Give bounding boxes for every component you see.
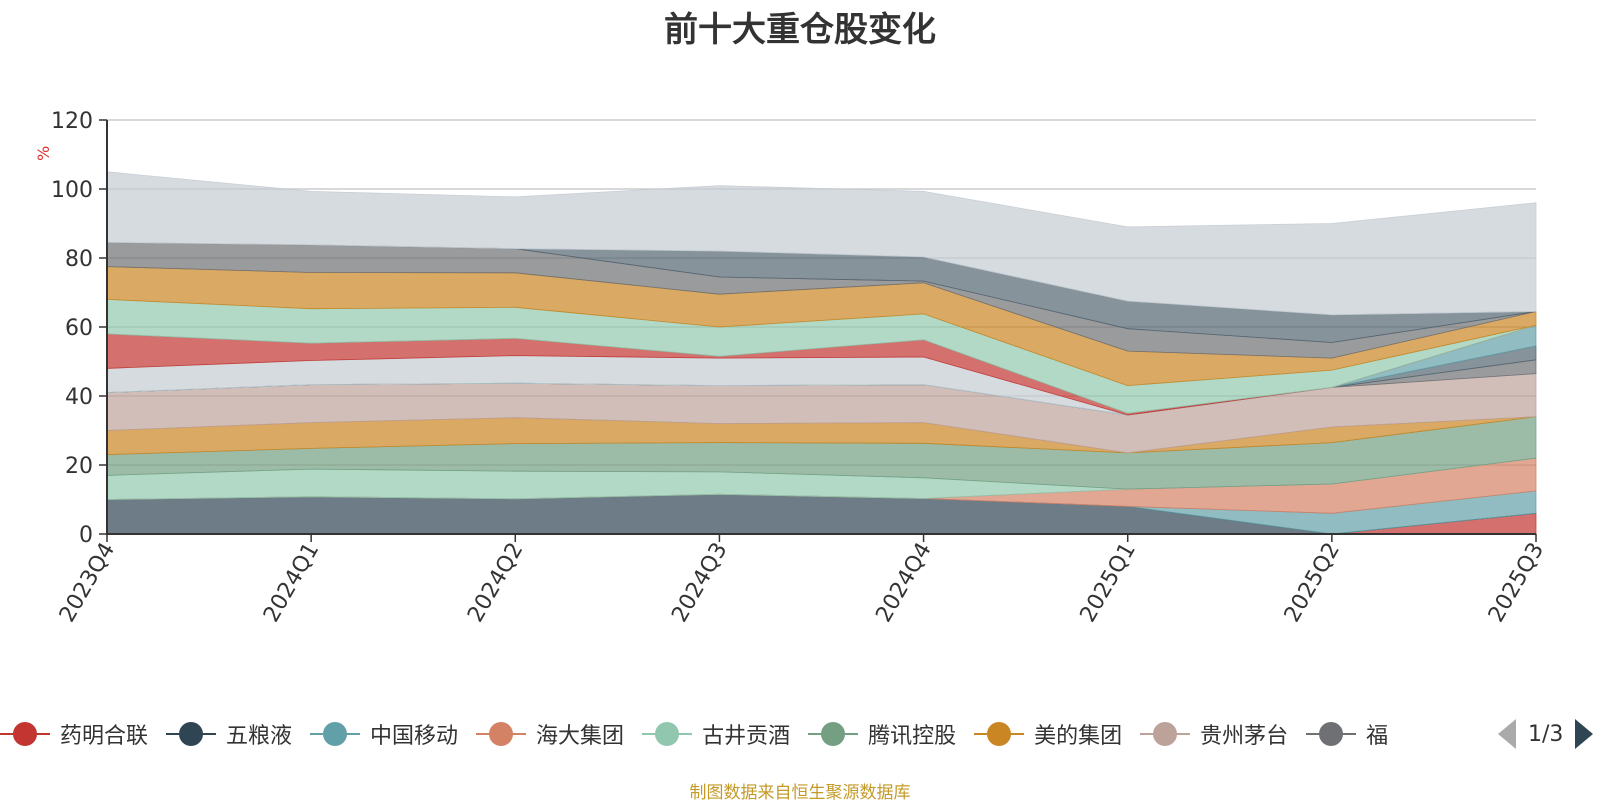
legend-marker-icon [166,722,217,746]
legend-label: 五粮液 [226,724,293,749]
y-tick-label: 100 [51,178,93,203]
legend-label: 药明合联 [60,724,149,749]
legend-viewport: 药明合联 五粮液 中国移动 海大集团 古井贡酒 腾讯控股 美的集团 贵州茅台 福 [0,714,1482,754]
x-tick-label: 2024Q3 [667,539,732,627]
legend-prev-page-icon[interactable] [1498,719,1516,749]
legend-marker-icon [1140,722,1191,746]
legend-item[interactable]: 药明合联 [0,714,148,754]
legend-label: 中国移动 [370,724,459,749]
legend-item[interactable]: 腾讯控股 [808,714,956,754]
y-tick-label: 20 [65,454,93,479]
x-tick-label: 2024Q1 [259,539,324,627]
legend: 药明合联 五粮液 中国移动 海大集团 古井贡酒 腾讯控股 美的集团 贵州茅台 福 1/3 [0,714,1600,754]
legend-item[interactable]: 贵州茅台 [1140,714,1288,754]
x-tick-label: 2025Q2 [1280,539,1345,627]
legend-marker-icon [0,722,50,746]
x-tick-label: 2025Q3 [1484,539,1549,627]
x-tick-label: 2023Q4 [55,539,120,627]
legend-marker-icon [310,722,361,746]
legend-label: 福 [1366,724,1389,749]
legend-marker-icon [642,722,693,746]
series-area[interactable] [106,171,1537,316]
y-axis-unit-label: % [34,146,53,161]
legend-label: 海大集团 [536,724,625,749]
legend-item[interactable]: 中国移动 [310,714,458,754]
x-tick-label: 2024Q4 [871,539,936,627]
legend-items: 药明合联 五粮液 中国移动 海大集团 古井贡酒 腾讯控股 美的集团 贵州茅台 福 [0,714,1406,754]
y-tick-label: 0 [79,523,93,548]
legend-label: 腾讯控股 [868,724,957,749]
legend-label: 古井贡酒 [702,724,791,749]
legend-marker-icon [974,722,1025,746]
legend-item[interactable]: 古井贡酒 [642,714,790,754]
legend-pager: 1/3 [1498,714,1594,754]
x-tick-label: 2025Q1 [1076,539,1141,627]
legend-item[interactable]: 五粮液 [166,714,292,754]
x-tick-label: 2024Q2 [463,539,528,627]
legend-next-page-icon[interactable] [1575,719,1594,749]
stacked-area-chart: 0 20 40 60 80 100 120 2023Q4 2024Q1 2024Q2 2024Q3 2… [34,109,1549,627]
legend-marker-icon [808,722,859,746]
legend-marker-icon [476,722,527,746]
legend-label: 美的集团 [1034,724,1123,749]
legend-item[interactable]: 美的集团 [974,714,1122,754]
legend-item[interactable]: 福 [1306,714,1388,754]
legend-page-indicator: 1/3 [1528,721,1564,747]
y-tick-label: 120 [51,109,93,134]
legend-marker-icon [1306,722,1357,746]
y-tick-label: 80 [65,247,93,272]
legend-item[interactable]: 海大集团 [476,714,624,754]
source-note: 制图数据来自恒生聚源数据库 [689,783,911,803]
legend-label: 贵州茅台 [1200,724,1289,749]
series-areas [106,171,1537,535]
y-tick-label: 40 [65,385,93,410]
y-tick-label: 60 [65,316,93,341]
chart-title: 前十大重仓股变化 [664,10,936,50]
